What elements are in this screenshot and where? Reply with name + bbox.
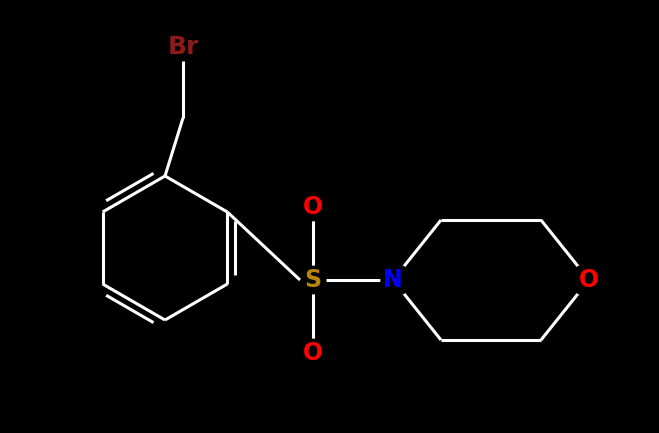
Text: O: O bbox=[303, 195, 323, 219]
Text: S: S bbox=[304, 268, 322, 292]
Text: O: O bbox=[579, 268, 599, 292]
Text: O: O bbox=[303, 341, 323, 365]
Text: Br: Br bbox=[167, 35, 198, 59]
Text: N: N bbox=[383, 268, 403, 292]
